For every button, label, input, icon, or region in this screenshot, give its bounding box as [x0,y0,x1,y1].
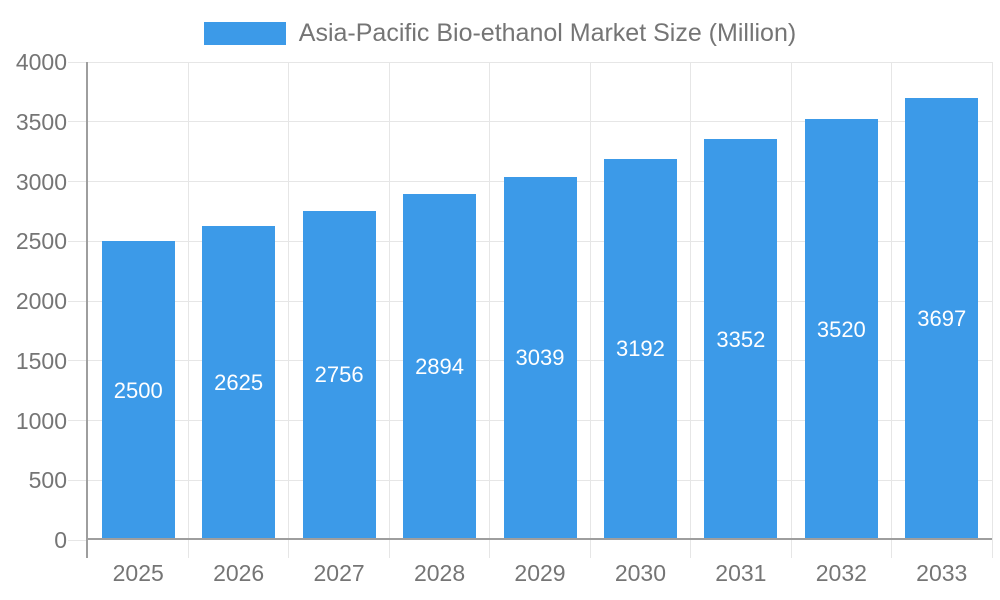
bar-value-label: 2756 [314,362,364,388]
bar-value-label: 3352 [716,326,766,352]
bar[interactable]: 2625 [202,226,276,540]
y-tick-mark [68,121,88,123]
plot-area: 0 500 1000 1500 2000 2500 3000 3500 4000 2500 2625… [16,49,993,586]
gridline-vertical [288,62,290,540]
legend-swatch-icon [203,22,286,45]
x-tick-label: 2029 [514,560,566,586]
bar[interactable]: 3352 [704,139,778,540]
gridline-horizontal [88,121,992,123]
y-tick-label: 3500 [15,108,67,135]
x-tick-label: 2026 [213,560,265,586]
legend: Asia-Pacific Bio-ethanol Market Size (Mi… [0,19,1000,48]
x-tick-label: 2031 [715,560,767,586]
gridline-vertical [589,62,591,540]
legend-item[interactable]: Asia-Pacific Bio-ethanol Market Size (Mi… [203,19,797,48]
y-tick-label: 0 [54,527,67,553]
x-tick-label: 2027 [313,560,365,586]
y-tick-mark [68,420,88,421]
x-tick-label: 2033 [916,560,968,586]
y-tick-mark [68,360,88,362]
x-tick-mark [991,540,993,558]
x-tick-mark [489,540,491,558]
y-tick-mark [68,240,88,242]
x-tick-mark [891,540,893,558]
bar[interactable]: 3697 [905,98,979,540]
bar[interactable]: 2500 [101,241,175,540]
x-tick-mark [790,540,792,558]
bar-value-label: 2894 [415,354,465,380]
y-tick-mark [68,539,88,541]
gridline-vertical [991,62,993,540]
gridline-horizontal [88,61,992,63]
bar[interactable]: 3192 [603,158,677,540]
bar-value-label: 3520 [816,316,866,342]
x-tick-mark [187,540,189,558]
x-tick-label: 2025 [112,560,164,586]
bar-value-label: 3039 [515,345,565,371]
y-tick-label: 2500 [15,228,67,255]
y-tick-label: 1500 [15,347,67,374]
bar[interactable]: 2894 [403,194,477,540]
x-tick-label: 2032 [815,560,867,586]
y-tick-mark [68,300,88,302]
gridline-vertical [489,62,491,540]
y-tick-label: 4000 [15,49,67,75]
bar[interactable]: 3039 [503,176,577,540]
y-tick-mark [68,479,88,481]
bar-value-label: 2625 [214,370,264,396]
gridline-vertical [891,62,893,540]
x-tick-mark [288,540,290,558]
y-tick-mark [68,61,88,63]
x-tick-mark [388,540,390,558]
y-tick-label: 500 [28,467,67,494]
gridline-vertical [388,62,390,540]
bar[interactable]: 3520 [804,119,878,540]
x-tick-mark [690,540,692,558]
y-tick-label: 1000 [15,407,67,434]
bar-value-label: 3192 [615,336,665,362]
bar-value-label: 2500 [113,377,163,403]
x-tick-label: 2030 [614,560,667,586]
x-tick-label: 2028 [413,560,466,586]
x-tick-mark [589,540,591,558]
gridline-vertical [187,62,189,540]
x-axis-line [88,538,992,540]
y-axis-line [86,62,88,558]
y-tick-label: 3000 [15,168,67,195]
y-tick-mark [68,181,88,182]
gridline-vertical [790,62,792,540]
bar[interactable]: 2756 [302,210,376,540]
y-tick-label: 2000 [15,288,67,314]
bar-value-label: 3697 [917,306,967,332]
legend-label: Asia-Pacific Bio-ethanol Market Size (Mi… [298,19,797,47]
gridline-vertical [690,62,692,540]
